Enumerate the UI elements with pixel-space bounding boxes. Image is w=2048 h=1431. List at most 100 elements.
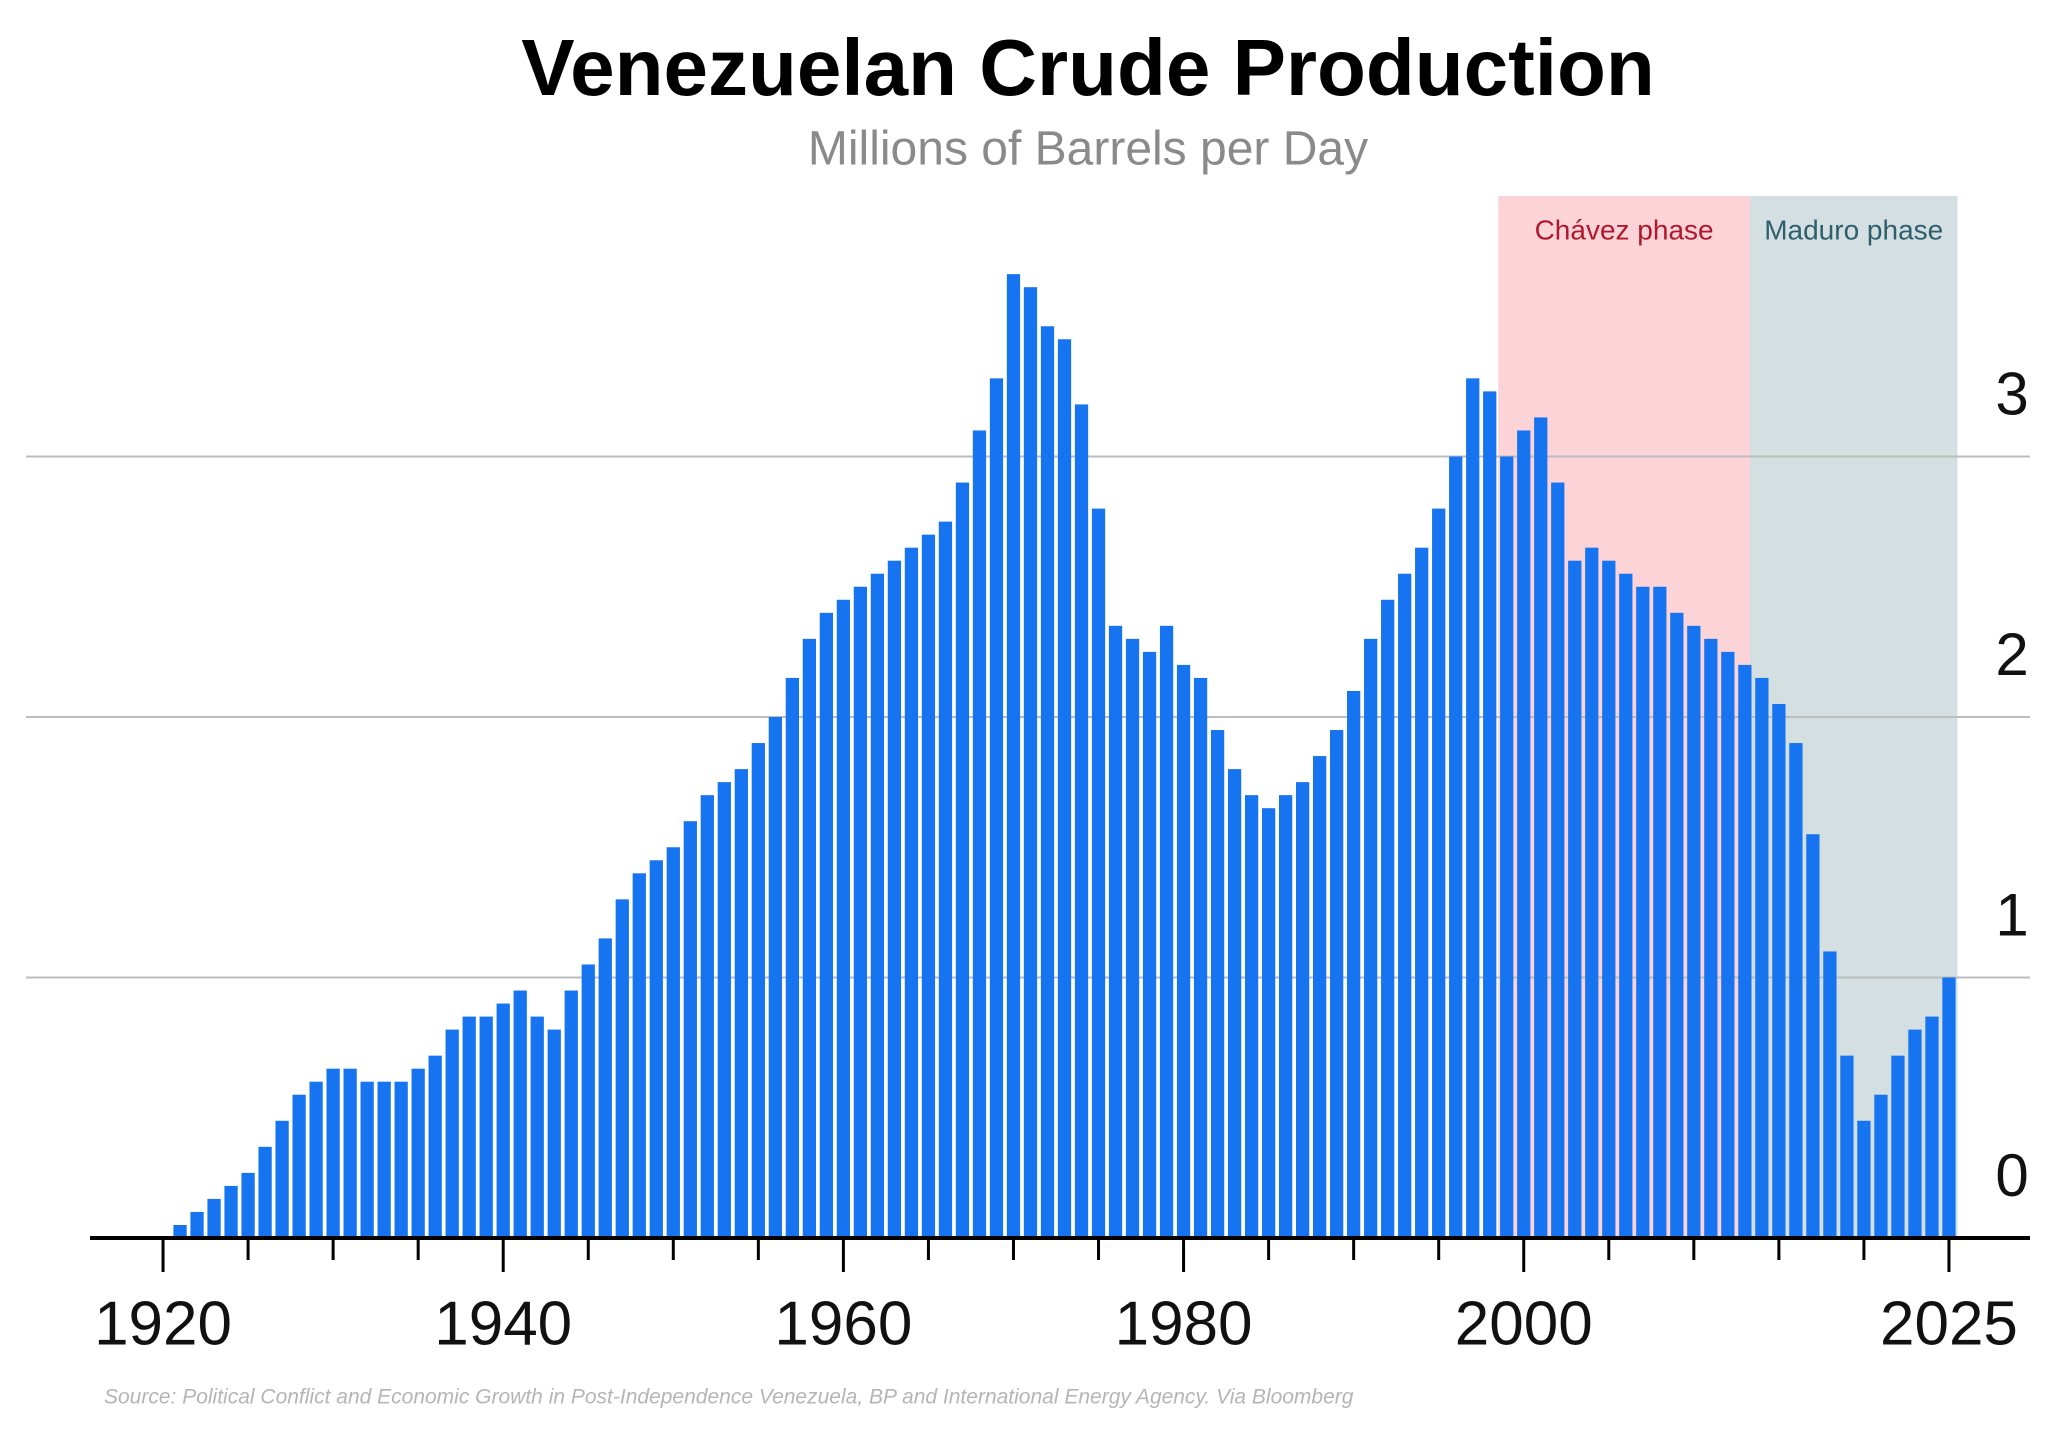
bar <box>1806 834 1820 1238</box>
bar <box>1244 795 1259 1238</box>
bar <box>1857 1120 1871 1238</box>
bar <box>479 1016 493 1238</box>
bars <box>173 274 1956 1239</box>
chart-subtitle: Millions of Barrels per Day <box>808 123 1368 176</box>
bar <box>1432 508 1446 1239</box>
bar <box>1210 730 1225 1238</box>
bar <box>1057 339 1072 1238</box>
bar <box>1908 1029 1922 1238</box>
bar <box>1704 638 1718 1238</box>
bar <box>1159 625 1174 1238</box>
bar <box>921 534 936 1238</box>
chart-title: Venezuelan Crude Production <box>521 23 1655 112</box>
bar <box>768 717 782 1238</box>
bar <box>1789 743 1803 1238</box>
bar <box>785 677 799 1238</box>
bar <box>1602 560 1616 1238</box>
bar <box>326 1068 340 1238</box>
bar <box>377 1081 391 1238</box>
x-tick-label: 2000 <box>1455 1289 1593 1358</box>
bar <box>1108 625 1123 1238</box>
bar <box>360 1081 374 1238</box>
bar <box>700 795 714 1238</box>
x-tick-label: 1920 <box>94 1289 232 1358</box>
bar <box>173 1224 187 1238</box>
source-note: Source: Political Conflict and Economic … <box>104 1386 1354 1409</box>
bar <box>1364 638 1378 1238</box>
bar <box>207 1198 221 1238</box>
bar <box>1534 417 1548 1238</box>
bar <box>513 990 527 1238</box>
bar <box>445 1029 459 1238</box>
bar <box>1278 795 1293 1238</box>
bar <box>1466 378 1480 1239</box>
bar <box>1891 1055 1905 1238</box>
bar <box>751 743 765 1238</box>
bar <box>581 964 595 1238</box>
bar <box>836 599 851 1238</box>
bar <box>530 1016 544 1238</box>
bar <box>1585 547 1599 1238</box>
bar <box>428 1055 442 1238</box>
bar <box>258 1146 272 1238</box>
bar <box>1772 703 1786 1238</box>
bar <box>1295 782 1310 1238</box>
bar <box>734 769 748 1238</box>
bar <box>1670 612 1684 1238</box>
bar <box>989 378 1004 1239</box>
bar <box>972 430 987 1238</box>
bar <box>615 899 629 1238</box>
bar <box>1551 482 1565 1238</box>
bar <box>666 847 680 1238</box>
bar <box>343 1068 357 1238</box>
bar <box>598 938 612 1238</box>
x-tick-label: 1940 <box>434 1289 572 1358</box>
bar <box>1568 560 1582 1238</box>
bar <box>275 1120 289 1238</box>
y-tick-label: 0 <box>1995 1142 2028 1209</box>
bar <box>224 1185 238 1238</box>
bar <box>853 586 868 1238</box>
bar <box>1517 430 1531 1238</box>
bar <box>1738 664 1752 1238</box>
y-tick-label: 3 <box>1995 360 2028 427</box>
bar <box>1347 690 1361 1238</box>
bar <box>1942 977 1956 1238</box>
bar <box>1142 651 1157 1238</box>
bar <box>241 1172 255 1238</box>
bar <box>462 1016 476 1238</box>
bar <box>564 990 578 1238</box>
bar <box>938 521 953 1238</box>
bar <box>819 612 834 1238</box>
bar <box>1415 547 1429 1238</box>
bar <box>870 573 885 1238</box>
x-tick-label: 2025 <box>1880 1289 2018 1358</box>
bar <box>1330 730 1344 1238</box>
bar <box>394 1081 408 1238</box>
bar <box>1925 1016 1939 1238</box>
bar <box>1687 625 1701 1238</box>
bar <box>1193 677 1208 1238</box>
bar <box>496 1003 510 1238</box>
bar <box>1721 651 1735 1238</box>
bar <box>1381 599 1395 1238</box>
bar <box>309 1081 323 1238</box>
bar <box>1398 573 1412 1238</box>
bar <box>1874 1094 1888 1238</box>
phase-label: Chávez phase <box>1535 214 1714 245</box>
bar <box>632 873 646 1238</box>
bar <box>1261 808 1276 1238</box>
bar <box>1091 508 1106 1239</box>
bar <box>1023 287 1038 1238</box>
bar <box>904 547 919 1238</box>
y-tick-label: 2 <box>1995 621 2028 688</box>
bar <box>1636 586 1650 1238</box>
bar <box>1653 586 1667 1238</box>
bar <box>1449 456 1463 1238</box>
x-tick-label: 1980 <box>1115 1289 1253 1358</box>
bar <box>1040 326 1055 1238</box>
x-tick-label: 1960 <box>774 1289 912 1358</box>
bar <box>1755 677 1769 1238</box>
bar <box>547 1029 561 1238</box>
